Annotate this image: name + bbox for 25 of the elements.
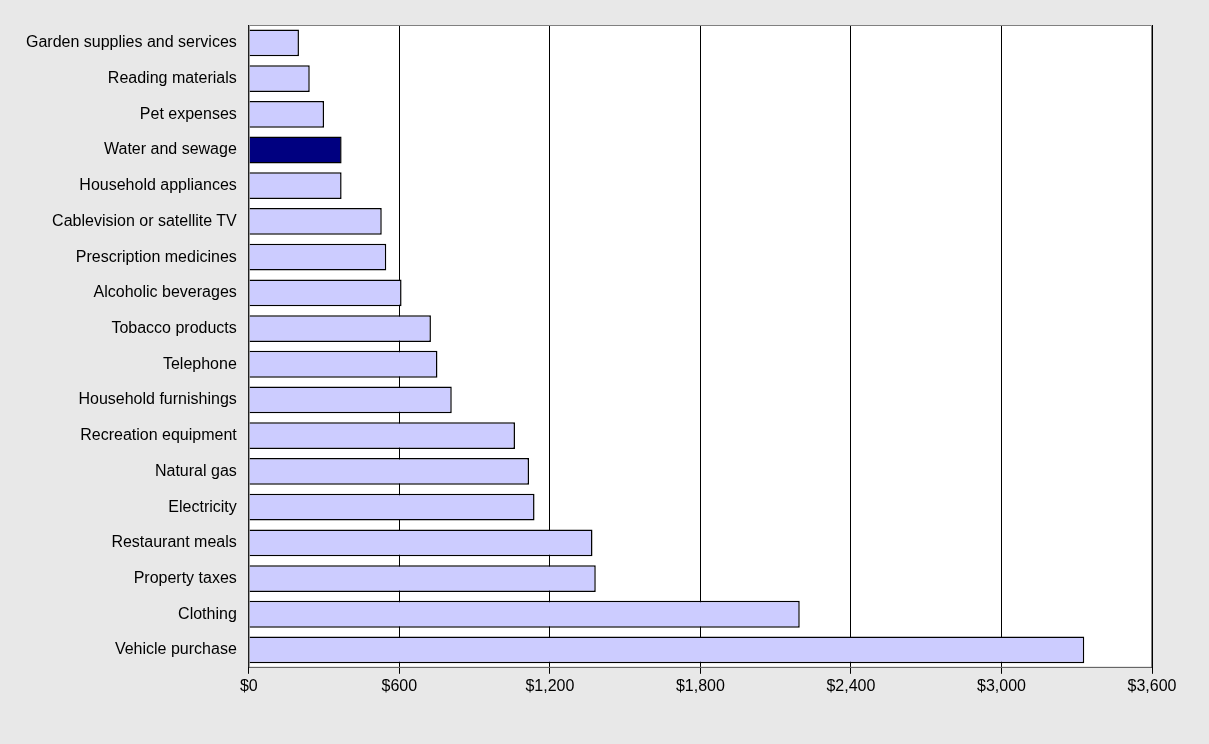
y-tick-label: Telephone: [162, 354, 237, 372]
y-tick-label: Prescription medicines: [75, 247, 237, 265]
y-tick-label: Restaurant meals: [111, 533, 237, 551]
y-tick-label: Tobacco products: [111, 318, 237, 336]
y-tick-label: Recreation equipment: [80, 426, 238, 444]
y-tick-label: Pet expenses: [139, 104, 237, 122]
y-tick-label: Garden supplies and services: [26, 33, 237, 51]
y-tick-label: Property taxes: [133, 568, 237, 586]
y-tick-label: Household appliances: [79, 176, 237, 194]
y-tick-label: Clothing: [178, 604, 237, 622]
y-tick-label: Electricity: [168, 497, 237, 515]
y-tick-label: Natural gas: [154, 461, 237, 479]
y-tick-label: Household furnishings: [78, 390, 237, 408]
x-tick-label: $3,000: [976, 676, 1027, 694]
x-tick-label: $3,600: [1127, 676, 1177, 694]
y-tick-label: Alcoholic beverages: [93, 283, 237, 301]
x-tick-label: $1,800: [675, 676, 725, 694]
x-tick-label: $2,400: [826, 676, 876, 694]
x-tick-label: $1,200: [525, 676, 575, 694]
y-tick-label: Cablevision or satellite TV: [52, 211, 238, 229]
y-tick-label: Water and sewage: [103, 140, 237, 158]
x-tick-label: $0: [239, 676, 258, 694]
y-tick-label: Reading materials: [107, 68, 237, 86]
x-tick-label: $600: [381, 676, 418, 694]
y-tick-label: Vehicle purchase: [114, 640, 237, 658]
